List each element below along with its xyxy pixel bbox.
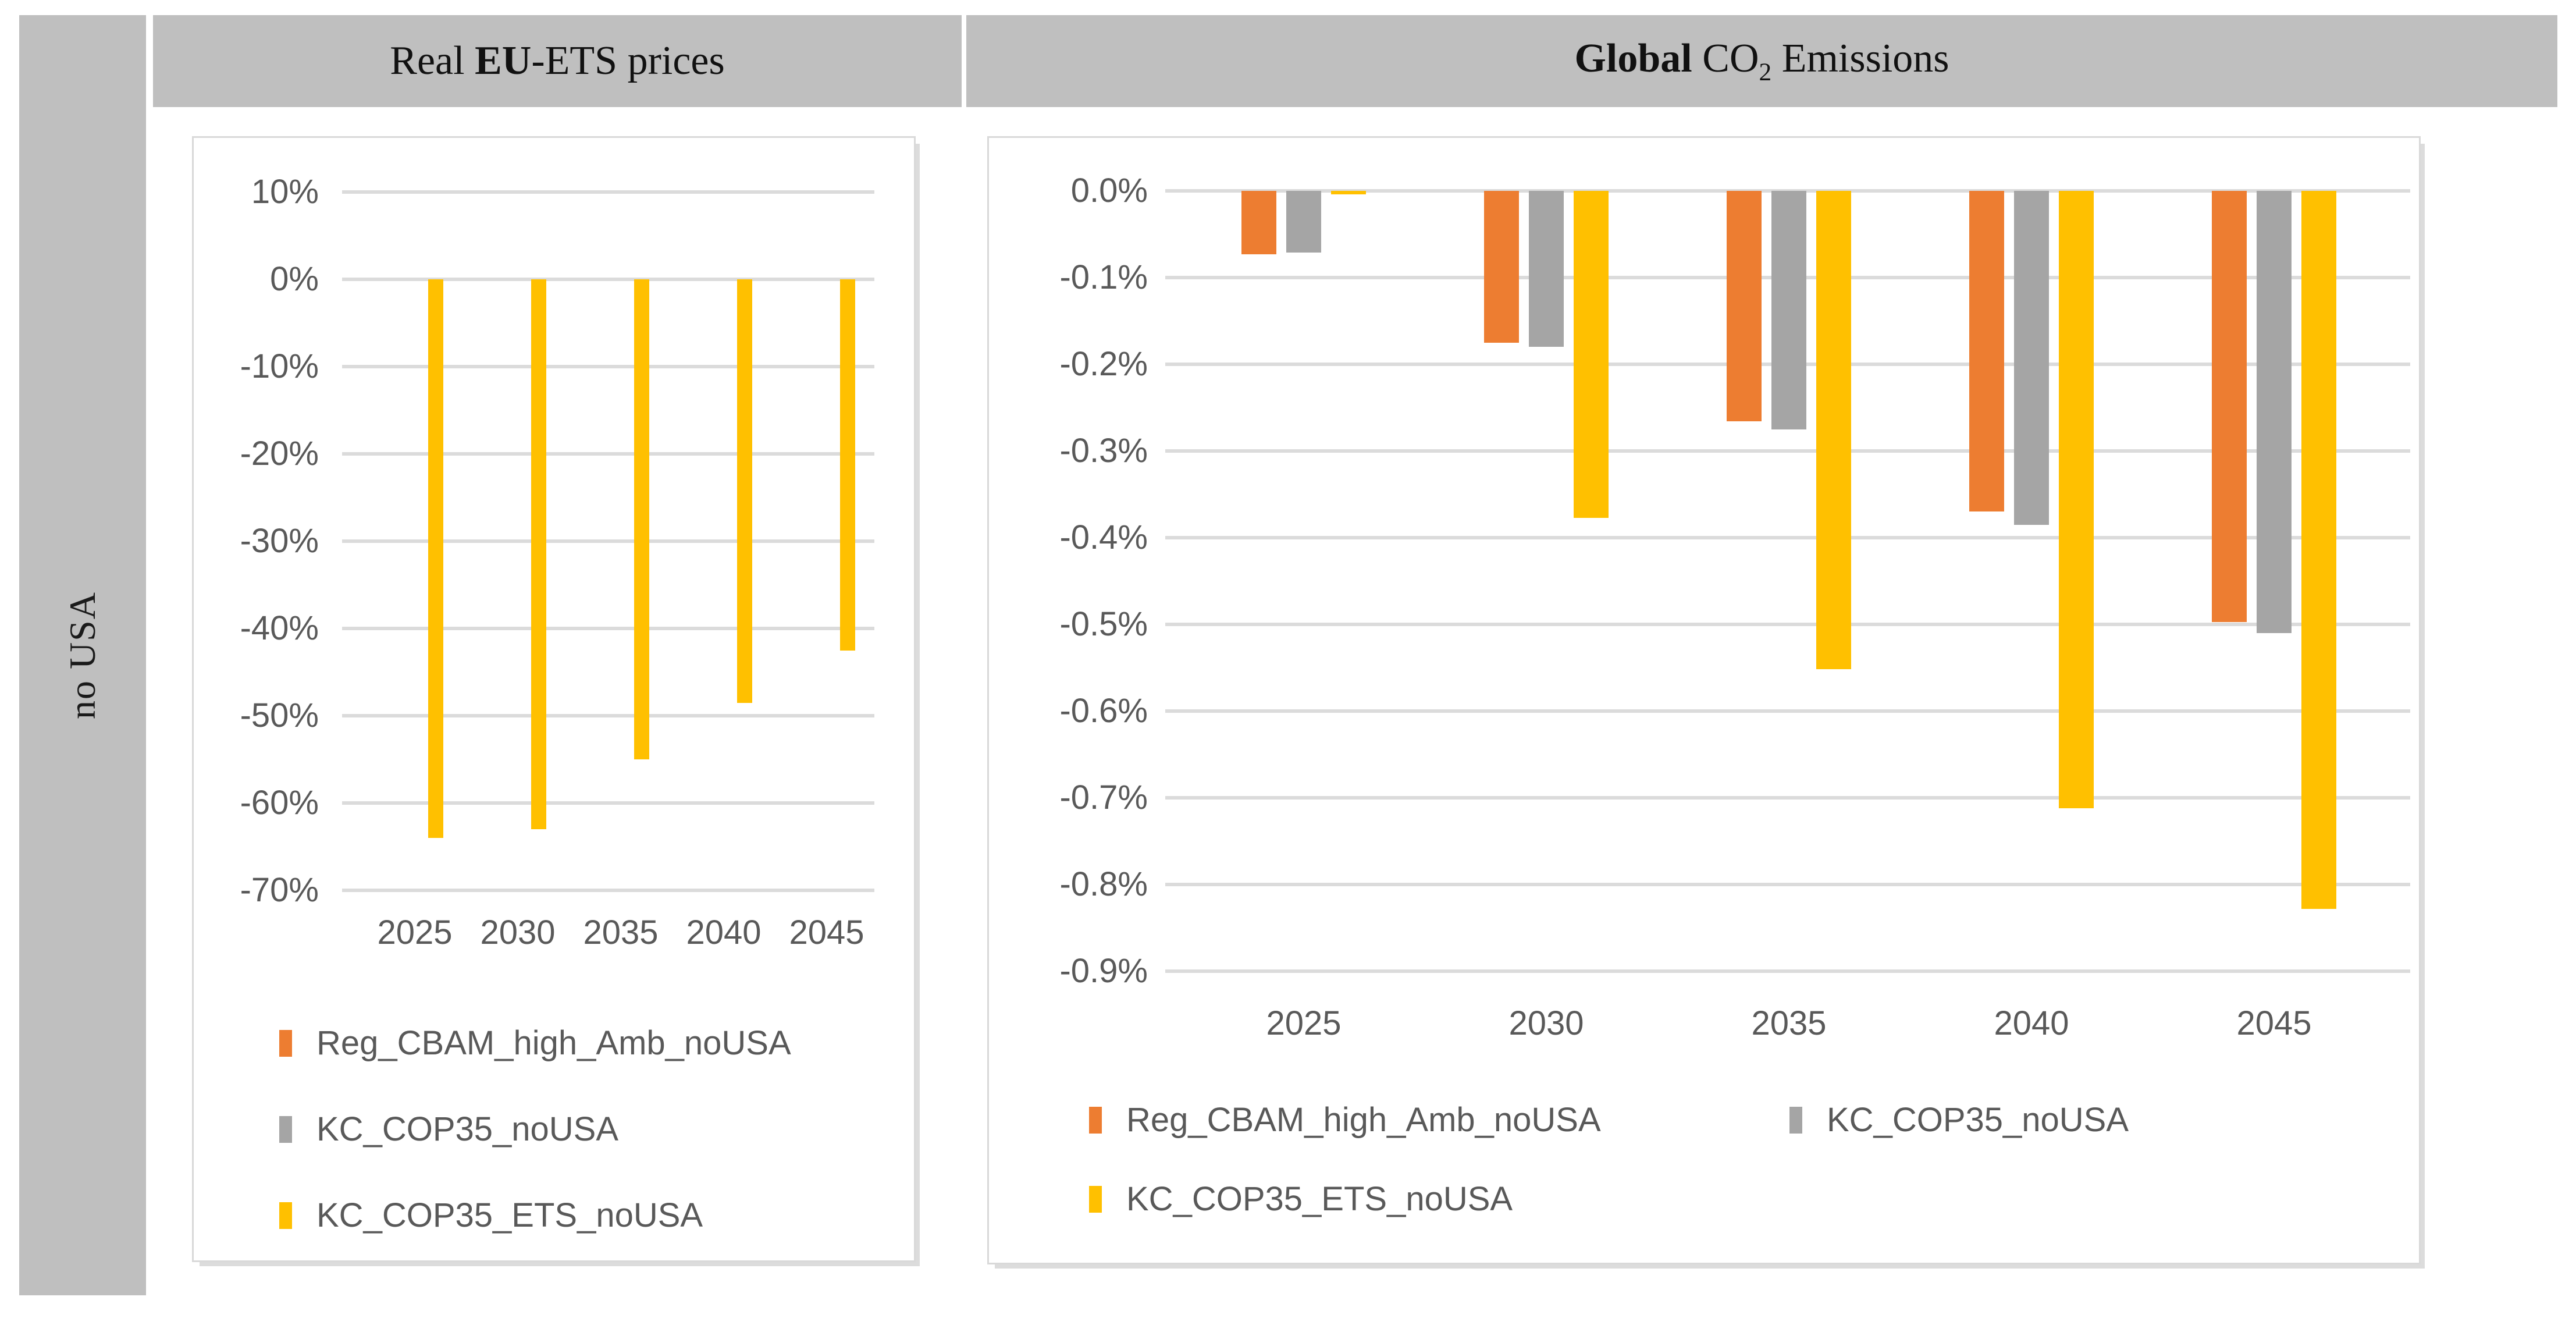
y-tick-label: -10%: [240, 347, 319, 385]
bar-KC_COP35_noUSA-2025: [1286, 191, 1321, 253]
y-tick-label: -20%: [240, 435, 319, 473]
gridline: [342, 889, 874, 892]
y-tick-label: 0%: [270, 260, 319, 298]
chart-co2: 0.0% -0.1% -0.2% -0.3% -0.4% -0.5% -0.6% -0.7% -…: [987, 136, 2421, 1264]
gridline: [342, 801, 874, 805]
x-tick-label: 2035: [1751, 1004, 1827, 1042]
gridline: [342, 627, 874, 630]
y-tick-label: -0.9%: [1059, 952, 1148, 990]
x-tick-label: 2045: [789, 914, 864, 951]
gridline: [1165, 536, 2410, 539]
y-tick-label: -70%: [240, 871, 319, 909]
legend-swatch: [279, 1116, 292, 1143]
bar-Reg_CBAM_high_Amb_noUSA-2030: [1484, 191, 1519, 343]
bar-KC_COP35_noUSA-2035: [1771, 191, 1806, 429]
title-segment: CO: [1692, 36, 1759, 81]
y-tick-label: -0.3%: [1059, 432, 1148, 470]
x-tick-label: 2025: [377, 914, 453, 951]
legend-label: Reg_CBAM_high_Amb_noUSA: [316, 1024, 791, 1062]
legend-swatch: [279, 1202, 292, 1229]
x-tick-label: 2040: [686, 914, 762, 951]
bar-Reg_CBAM_high_Amb_noUSA-2035: [1727, 191, 1762, 421]
gridline: [1165, 969, 2410, 973]
gridline: [1165, 796, 2410, 800]
gridline: [342, 714, 874, 717]
legend-swatch: [1789, 1107, 1802, 1134]
y-tick-label: -0.7%: [1059, 779, 1148, 816]
legend-swatch: [1089, 1186, 1102, 1213]
legend-label: KC_COP35_ETS_noUSA: [1126, 1180, 1513, 1218]
y-tick-label: 0.0%: [1070, 172, 1148, 209]
bar-KC_COP35_ETS_noUSA-2030: [1574, 191, 1609, 518]
y-tick-label: -0.1%: [1059, 258, 1148, 296]
x-tick-label: 2045: [2236, 1004, 2312, 1042]
x-tick-label: 2030: [480, 914, 556, 951]
bar-KC_COP35_ETS_noUSA-2030: [531, 279, 546, 829]
bar-KC_COP35_noUSA-2030: [1529, 191, 1564, 347]
bar-Reg_CBAM_high_Amb_noUSA-2040: [1969, 191, 2004, 511]
gridline: [342, 190, 874, 194]
y-tick-label: -40%: [240, 609, 319, 647]
bar-KC_COP35_ETS_noUSA-2045: [2301, 191, 2336, 909]
row-label: no USA: [62, 591, 103, 720]
gridline: [342, 278, 874, 281]
bar-KC_COP35_ETS_noUSA-2045: [840, 279, 855, 651]
bar-Reg_CBAM_high_Amb_noUSA-2045: [2212, 191, 2247, 622]
y-tick-label: 10%: [251, 173, 319, 211]
title-segment: EU: [475, 38, 532, 83]
y-tick-label: -0.2%: [1059, 345, 1148, 383]
legend-label: Reg_CBAM_high_Amb_noUSA: [1126, 1101, 1601, 1139]
gridline: [342, 365, 874, 368]
panel-header-co2: Global CO2 Emissions: [966, 15, 2557, 107]
y-tick-label: -0.4%: [1059, 518, 1148, 556]
panel-title-ets: Real EU-ETS prices: [390, 38, 724, 84]
y-tick-label: -50%: [240, 697, 319, 734]
x-tick-label: 2030: [1508, 1004, 1584, 1042]
chart-ets: 10% 0% -10% -20% -30% -40% -50% -60% -70% 2025 203…: [192, 136, 916, 1262]
bar-KC_COP35_ETS_noUSA-2040: [737, 279, 752, 703]
legend-swatch: [279, 1030, 292, 1057]
gridline: [1165, 449, 2410, 453]
title-segment: Emissions: [1771, 36, 1949, 81]
panel-header-ets: Real EU-ETS prices: [153, 15, 962, 107]
y-tick-label: -30%: [240, 522, 319, 560]
gridline: [342, 452, 874, 456]
legend-label: KC_COP35_noUSA: [316, 1110, 619, 1148]
bar-KC_COP35_noUSA-2045: [2257, 191, 2292, 633]
gridline: [1165, 623, 2410, 626]
title-segment: -ETS prices: [531, 38, 725, 83]
row-band-no-usa: no USA: [19, 15, 146, 1295]
legend-label: KC_COP35_noUSA: [1827, 1101, 2129, 1139]
bar-KC_COP35_noUSA-2040: [2014, 191, 2049, 525]
bar-KC_COP35_ETS_noUSA-2040: [2059, 191, 2094, 808]
x-tick-label: 2040: [1994, 1004, 2069, 1042]
x-tick-label: 2035: [583, 914, 659, 951]
y-tick-label: -60%: [240, 784, 319, 822]
legend-label: KC_COP35_ETS_noUSA: [316, 1196, 703, 1234]
title-segment: Global: [1574, 36, 1692, 81]
x-tick-label: 2025: [1266, 1004, 1342, 1042]
gridline: [342, 539, 874, 543]
title-segment: Real: [390, 38, 475, 83]
y-tick-label: -0.6%: [1059, 692, 1148, 730]
bar-KC_COP35_ETS_noUSA-2025: [1331, 191, 1366, 194]
legend-swatch: [1089, 1107, 1102, 1134]
bar-KC_COP35_ETS_noUSA-2025: [428, 279, 443, 838]
y-tick-label: -0.8%: [1059, 865, 1148, 903]
gridline: [1165, 709, 2410, 713]
gridline: [1165, 883, 2410, 886]
bar-Reg_CBAM_high_Amb_noUSA-2025: [1241, 191, 1276, 254]
bar-KC_COP35_ETS_noUSA-2035: [1816, 191, 1851, 669]
panel-title-co2: Global CO2 Emissions: [1574, 35, 1949, 87]
bar-KC_COP35_ETS_noUSA-2035: [634, 279, 649, 759]
y-tick-label: -0.5%: [1059, 605, 1148, 643]
title-segment: 2: [1759, 58, 1772, 86]
